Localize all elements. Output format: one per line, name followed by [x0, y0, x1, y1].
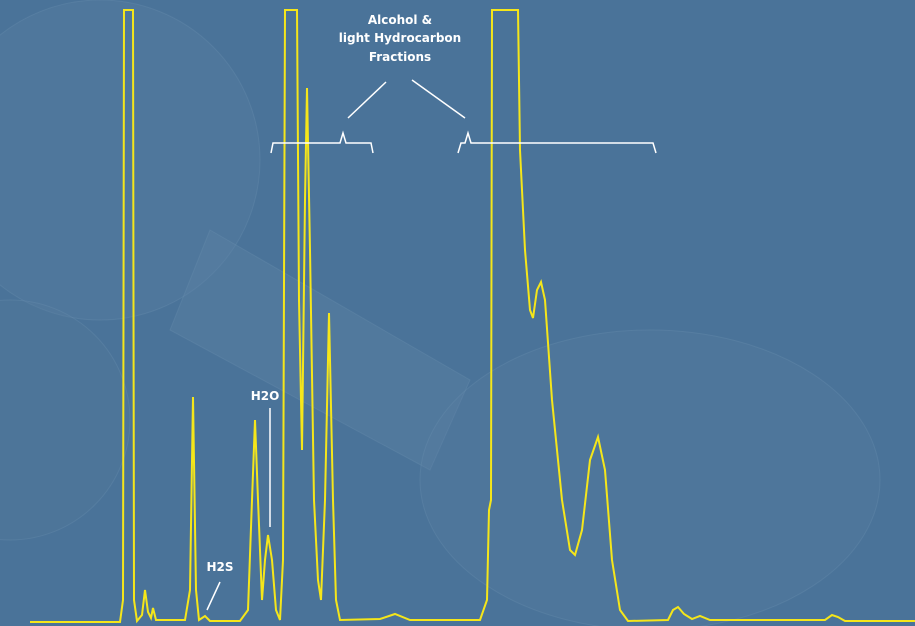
fractions-label: light Hydrocarbon [339, 31, 461, 45]
fractions-label: Alcohol & [368, 13, 432, 27]
h2s-label: H2S [206, 560, 233, 574]
fractions-label: Fractions [369, 50, 431, 64]
background-shapes [0, 0, 881, 626]
annotation-lines [206, 79, 657, 611]
h2o-label: H2O [251, 389, 280, 403]
trace [30, 9, 915, 624]
